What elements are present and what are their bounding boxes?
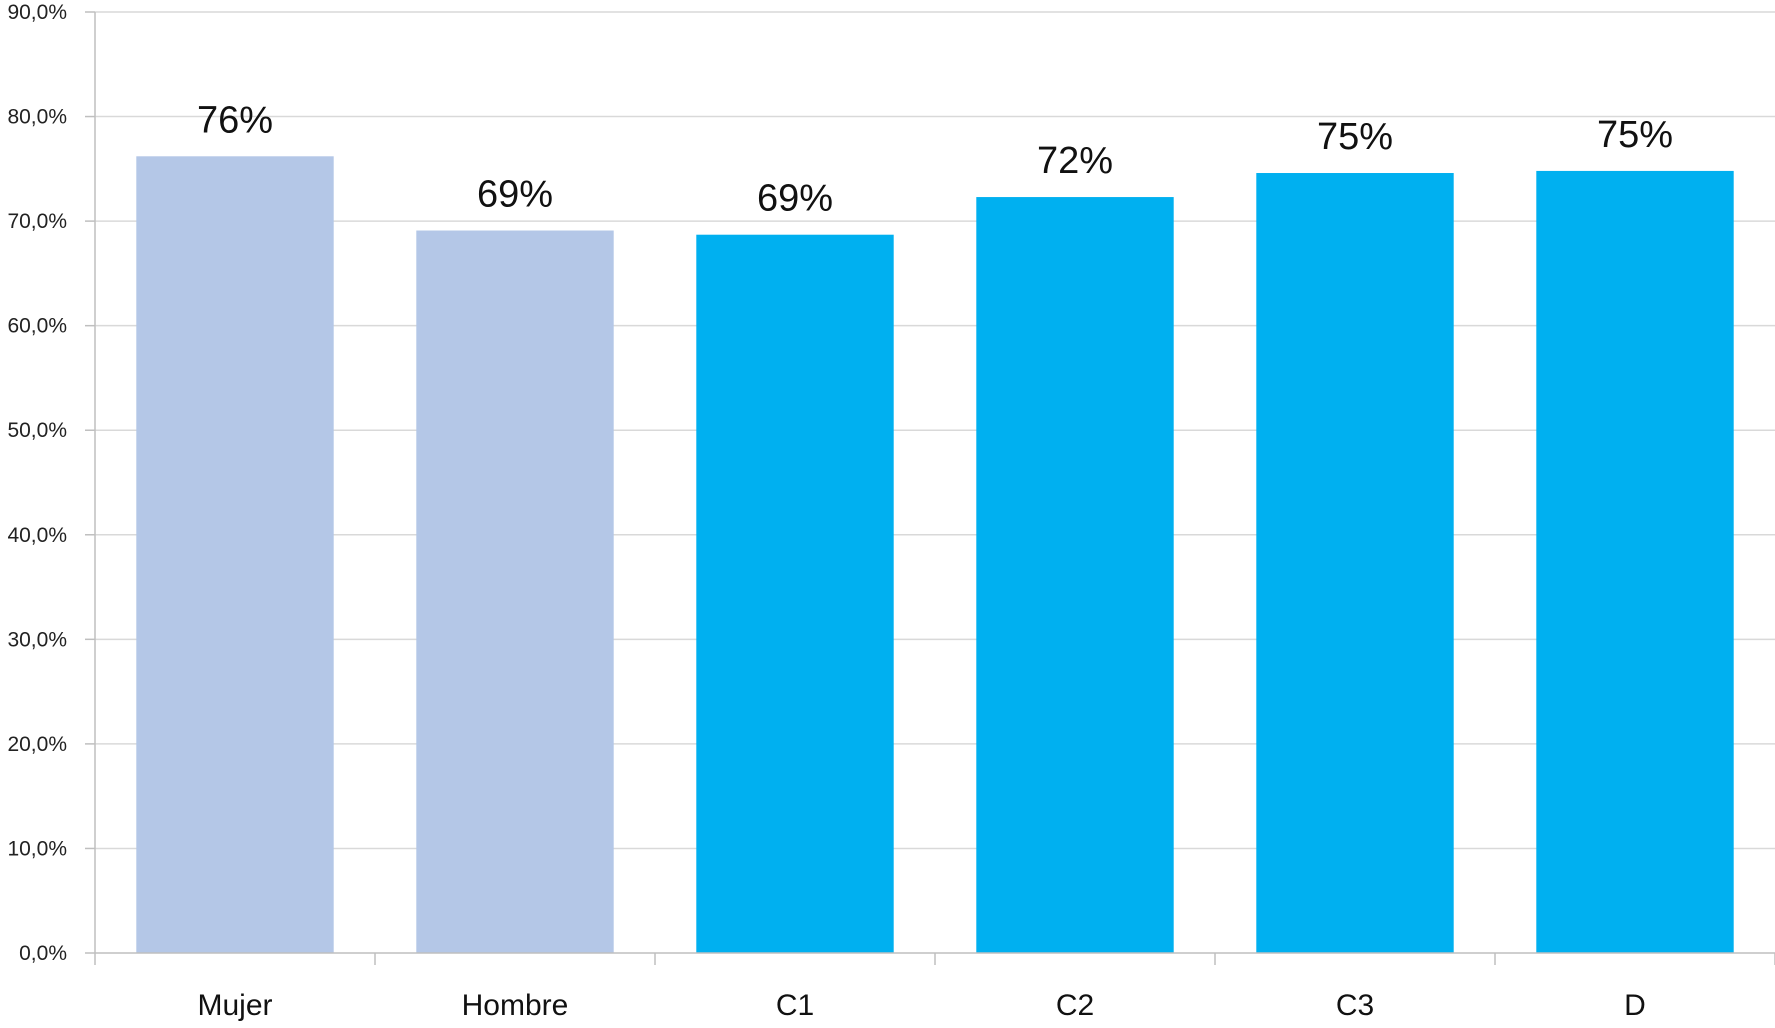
- y-tick-label: 70,0%: [7, 210, 67, 233]
- y-tick-label: 40,0%: [7, 524, 67, 547]
- data-label: 69%: [477, 174, 553, 216]
- bar-c2: [976, 197, 1174, 953]
- x-category-label: C3: [1336, 989, 1374, 1022]
- x-category-label: C2: [1056, 989, 1094, 1022]
- labels: 0,0% 10,0% 20,0% 30,0% 40,0% 50,0% 60,0% 70,0% 8…: [7, 1, 1673, 1022]
- x-category-label: D: [1624, 989, 1646, 1022]
- bar-hombre: [416, 230, 614, 953]
- x-category-label: Mujer: [197, 989, 272, 1022]
- y-tick-label: 0,0%: [19, 942, 67, 965]
- bar-c1: [696, 234, 894, 953]
- bar-d: [1536, 170, 1734, 953]
- y-tick-label: 10,0%: [7, 837, 67, 860]
- x-category-label: Hombre: [462, 989, 569, 1022]
- axes: [85, 11, 1775, 965]
- y-tick-label: 90,0%: [7, 1, 67, 24]
- data-label: 75%: [1317, 116, 1393, 158]
- y-tick-label: 20,0%: [7, 733, 67, 756]
- data-label: 75%: [1597, 114, 1673, 156]
- bar-c3: [1256, 173, 1454, 953]
- bar-mujer: [136, 156, 334, 953]
- y-tick-label: 30,0%: [7, 628, 67, 651]
- y-tick-label: 80,0%: [7, 106, 67, 129]
- gridlines: [95, 11, 1775, 850]
- x-category-label: C1: [776, 989, 814, 1022]
- data-label: 72%: [1037, 140, 1113, 182]
- data-label: 69%: [757, 178, 833, 220]
- bars: [136, 156, 1734, 953]
- data-label: 76%: [197, 99, 273, 141]
- y-tick-label: 60,0%: [7, 315, 67, 338]
- y-tick-label: 50,0%: [7, 419, 67, 442]
